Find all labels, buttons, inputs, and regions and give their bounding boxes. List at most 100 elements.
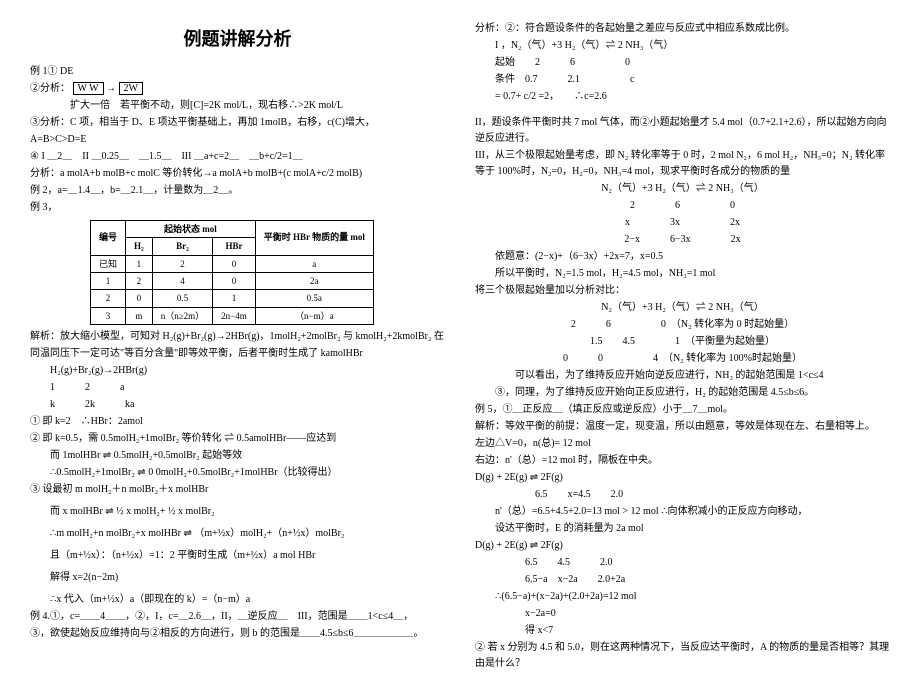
ex5-eq2b: 6.5−a x−2a 2.0+2a (475, 572, 890, 588)
ex5-line4: 右边：n'（总）=12 mol 时，隔板在中央。 (475, 453, 890, 469)
r-eq1: I ，N₂（气）+3 H₂（气）⇌ 2 NH₃（气） (475, 38, 890, 54)
ex5-q2: ② 若 x 分别为 4.5 和 5.0，则在这两种情况下，当反应达平衡时，A 的… (475, 640, 890, 672)
eq-frac1: 而 x molHBr ⇌ ½ x molH₂+ ½ x molBr₂ (30, 504, 445, 520)
ex1-header: 例 1① DE (30, 64, 445, 80)
item2c: ∴0.5molH₂+1molBr₂ ⇌ 0 0molH₂+0.5molBr₂+1… (30, 465, 445, 481)
label-analysis: ②分析： (30, 83, 70, 94)
eq-line2: 1 2 a (30, 380, 445, 396)
table-row: 1 2 4 0 2a (91, 272, 374, 289)
text-abcde: A=B>C>D=E (30, 132, 445, 148)
ex5-xlt7: 得 x<7 (475, 623, 890, 639)
ex5-eq1b: 6.5 x=4.5 2.0 (475, 487, 890, 503)
cell: 3 (91, 307, 126, 324)
r-eq3: N₂（气）+3 H₂（气）⇌ 2 NH₃（气） (475, 300, 890, 316)
ex3-header: 例 3， (30, 200, 445, 216)
ex5-set: 设达平衡时，E 的消耗量为 2a mol (475, 521, 890, 537)
cell: 4 (152, 272, 212, 289)
r-bycond: 依题意：(2−x)+（6−3x）+2x=7，x=0.5 (475, 249, 890, 265)
cell: 0 (213, 272, 256, 289)
cell: 2 (91, 290, 126, 307)
cell: 1 (213, 290, 256, 307)
item2b: 而 1molHBr ⇌ 0.5molH₂+0.5molBr₂ 起始等效 (30, 448, 445, 464)
ex5-line1: 例 5，①＿正反应＿（填正反应或逆反应）小于＿7＿mol。 (475, 402, 890, 418)
cell: 2n−4m (213, 307, 256, 324)
cell: m (126, 307, 153, 324)
r-so-eq: 所以平衡时，N₂=1.5 mol，H₂=4.5 mol，NH₃=1 mol (475, 266, 890, 282)
right-column: 分析：②：符合题设条件的各起始量之差应与反应式中相应系数成比例。 I ，N₂（气… (475, 20, 890, 673)
text-expand: 扩大一倍 若平衡不动，则[C]=2K mol/L，现右移∴>2K mol/L (30, 98, 445, 114)
eq-line1: H₂(g)+Br₂(g)→2HBr(g) (30, 363, 445, 379)
text-item4: ④ I ＿2＿ II ＿0.25＿ ＿1.5＿ III ＿a+c=2＿ ＿b+c… (30, 149, 445, 165)
cell: 1 (126, 255, 153, 272)
text-explain2: 同温同压下一定可达"等百分含量"即等效平衡，后者平衡时生成了 kamolHBr (30, 346, 445, 362)
cell: 2a (255, 272, 373, 289)
r-eq2: N₂（气）+3 H₂（气）⇌ 2 NH₃（气） (475, 181, 890, 197)
th-br2: Br₂ (152, 238, 212, 255)
table-header-row: 编号 起始状态 mol 平衡时 HBr 物质的量 mol (91, 220, 374, 237)
r-c2: 1.5 4.5 1 （平衡量为起始量） (475, 334, 890, 350)
ex5-ntotal: n'（总）=6.5+4.5+2.0=13 mol > 12 mol ∴向体积减小… (475, 504, 890, 520)
ex4-line1: 例 4.①，c=＿＿4＿＿，②，I，c=＿2.6＿，II，＿逆反应＿ III，范… (30, 609, 445, 625)
ex5-x2a: x−2a=0 (475, 606, 890, 622)
cell: n（n≥2m） (152, 307, 212, 324)
th-hbr: HBr (213, 238, 256, 255)
solve-x: 解得 x=2(n−2m) (30, 570, 445, 586)
sub-x: ∴x 代入（m+½x）a（即现在的 k）=（n−m）a (30, 592, 445, 608)
item3: ③ 设最初 m molH₂＋n molBr₂＋x molHBr (30, 482, 445, 498)
eq-frac2: ∴m molH₂+n molBr₂+x molHBr ⇌ （m+½x）molH₂… (30, 526, 445, 542)
r-start: 起始 2 6 0 (475, 55, 890, 71)
r-cond: 条件 0.7 2.1 c (475, 72, 890, 88)
eq-line3: k 2k ka (30, 397, 445, 413)
th-eq: 平衡时 HBr 物质的量 mol (255, 220, 373, 255)
cell: a (255, 255, 373, 272)
r-c3: 0 0 4 （N₂ 转化率为 100%时起始量） (475, 351, 890, 367)
cell: （n−m）a (255, 307, 373, 324)
cell: 已知 (91, 255, 126, 272)
table-row: 2 0 0.5 1 0.5a (91, 290, 374, 307)
r-row1: 2 6 0 (475, 198, 890, 214)
spacer (475, 106, 890, 114)
ex4-line2: ③，欲使起始反应维持向与②相反的方向进行，则 b 的范围是＿＿4.5≤b≤6＿＿… (30, 626, 445, 642)
r-iii: III，从三个极限起始量考虑，即 N₂ 转化率等于 0 时，2 mol N₂，6… (475, 148, 890, 180)
ex1-analysis-2: ②分析： W W → 2W (30, 81, 445, 97)
cell: 2 (152, 255, 212, 272)
text-analysis-mol: 分析：a molA+b molB+c molC 等价转化→a molA+b mo… (30, 166, 445, 182)
ex5-line3: 左边△V=0，n(总)= 12 mol (475, 436, 890, 452)
r-row2: x 3x 2x (475, 215, 890, 231)
text-explain1: 解析：放大缩小模型，可知对 H₂(g)+Br₂(g)→2HBr(g)，1molH… (30, 329, 445, 345)
r-analysis: 分析：②：符合题设条件的各起始量之差应与反应式中相应系数成比例。 (475, 21, 890, 37)
table-row: 3 m n（n≥2m） 2n−4m （n−m）a (91, 307, 374, 324)
ex5-eq2a: 6.5 4.5 2.0 (475, 555, 890, 571)
text-analysis3: ③分析：C 项，相当于 D、E 项达平衡基础上，再加 1molB，右移，c(C)… (30, 115, 445, 131)
cell: 1 (91, 272, 126, 289)
th-h2: H₂ (126, 238, 153, 255)
r-compare: 将三个极限起始量加以分析对比： (475, 283, 890, 299)
cell: 2 (126, 272, 153, 289)
r-conclude1: 可以看出，为了维持反应开始向逆反应进行，NH₃ 的起始范围是 1<c≤4 (475, 368, 890, 384)
ex2-line: 例 2，a=＿1.4＿，b=＿2.1＿，计量数为＿2＿。 (30, 183, 445, 199)
ex5-eq2: D(g) + 2E(g) ⇌ 2F(g) (475, 538, 890, 554)
eq-frac3: 且（m+½x）：（n+½x）=1：2 平衡时生成（m+½x）a mol HBr (30, 548, 445, 564)
r-calc: = 0.7+ c/2 =2， ∴c=2.6 (475, 89, 890, 105)
cell: 0.5 (152, 290, 212, 307)
page-container: 例题讲解分析 例 1① DE ②分析： W W → 2W 扩大一倍 若平衡不动，… (30, 20, 890, 673)
item1: ① 即 k=2 ∴HBr：2amol (30, 414, 445, 430)
r-c1: 2 6 0 （N₂ 转化率为 0 时起始量） (475, 317, 890, 333)
th-id: 编号 (91, 220, 126, 255)
data-table: 编号 起始状态 mol 平衡时 HBr 物质的量 mol H₂ Br₂ HBr … (90, 220, 374, 325)
ex5-line2: 解析：等效平衡的前提：温度一定，现变温，所以由题意，等效是体现在左、右量相等上。 (475, 419, 890, 435)
cell: 0 (126, 290, 153, 307)
ex5-sum: ∴(6.5−a)+(x−2a)+(2.0+2a)=12 mol (475, 589, 890, 605)
item2: ② 即 k=0.5，需 0.5molH₂+1molBr₂ 等价转化 ⇌ 0.5a… (30, 431, 445, 447)
r-row3: 2−x 6−3x 2x (475, 232, 890, 248)
box-2w: 2W (119, 82, 143, 95)
page-title: 例题讲解分析 (30, 25, 445, 54)
left-column: 例题讲解分析 例 1① DE ②分析： W W → 2W 扩大一倍 若平衡不动，… (30, 20, 445, 673)
r-conclude2: ③，同理，为了维持反应开始向正反应进行，H₂ 的起始范围是 4.5≤b≤6。 (475, 385, 890, 401)
ex5-eq1: D(g) + 2E(g) ⇌ 2F(g) (475, 470, 890, 486)
table-row: 已知 1 2 0 a (91, 255, 374, 272)
th-start: 起始状态 mol (126, 220, 256, 237)
cell: 0.5a (255, 290, 373, 307)
box-ww: W W (73, 82, 104, 95)
r-ii: II，题设条件平衡时共 7 mol 气体，而②小题起始量才 5.4 mol（0.… (475, 115, 890, 147)
